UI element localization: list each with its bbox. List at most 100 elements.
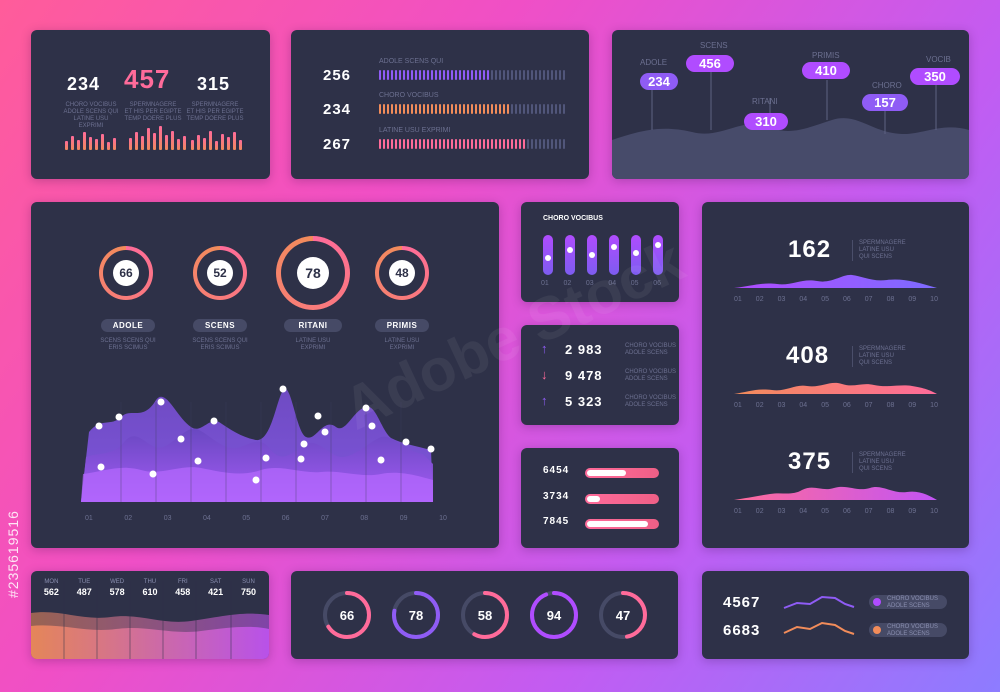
- segment: [399, 139, 401, 149]
- segment: [563, 139, 565, 149]
- slider[interactable]: [565, 235, 575, 275]
- segment: [519, 139, 521, 149]
- x-axis-ticks: 01 02 03 04 05 06 07 08 09 10: [85, 515, 447, 522]
- segment: [511, 139, 513, 149]
- tick-label: 04: [799, 296, 808, 303]
- segment-bar: [379, 70, 565, 80]
- segment: [519, 70, 521, 80]
- gauge-value: 66: [113, 260, 139, 286]
- segment: [411, 139, 413, 149]
- segment: [531, 70, 533, 80]
- change-arrow: ↑: [541, 341, 548, 356]
- segment: [387, 139, 389, 149]
- wave-ticks: 01 02 03 04 05 06 07 08 09 10: [734, 508, 938, 515]
- segment: [483, 104, 485, 114]
- segment: [559, 70, 561, 80]
- change-desc: CHORO VOCIBUS ADOLE SCENS: [625, 343, 677, 356]
- gauge-value: 48: [389, 260, 415, 286]
- tick-label: 02: [124, 515, 133, 522]
- segment: [563, 70, 565, 80]
- slider-handle[interactable]: [611, 243, 617, 250]
- slider-handle[interactable]: [545, 255, 551, 262]
- change-arrow: ↓: [541, 367, 548, 382]
- slider[interactable]: [587, 235, 597, 275]
- row-label: CHORO VOCIBUS: [379, 92, 439, 99]
- segment: [491, 104, 493, 114]
- slider-handle[interactable]: [567, 246, 573, 253]
- sliders-panel: CHORO VOCIBUS 01 02 03 04 05 06: [521, 202, 679, 302]
- gauge-value: 52: [207, 260, 233, 286]
- week-day: THU 610: [142, 579, 157, 597]
- peak-label: CHORO: [872, 81, 902, 90]
- tick-label: 05: [821, 402, 829, 409]
- progress-value: 3734: [543, 491, 570, 502]
- slider-handle[interactable]: [589, 252, 595, 258]
- segment: [383, 104, 385, 114]
- slider-handle[interactable]: [633, 250, 639, 257]
- segment: [459, 70, 461, 80]
- segment: [467, 104, 469, 114]
- donut-value: 78: [409, 608, 423, 623]
- slider[interactable]: [609, 235, 619, 275]
- segment: [391, 139, 393, 149]
- slider[interactable]: [543, 235, 553, 275]
- segment: [531, 104, 533, 114]
- segment: [499, 70, 501, 80]
- segment: [543, 139, 545, 149]
- gauge: 48: [375, 246, 429, 300]
- legend-value: 6683: [723, 622, 761, 639]
- tick-label: 03: [777, 296, 786, 303]
- tick-label: 07: [321, 515, 329, 522]
- segment-bars-panel: 256 234 267 ADOLE SCENS QUI CHORO VOCIBU…: [291, 30, 589, 179]
- day-value: 578: [109, 587, 125, 597]
- donut-value: 58: [478, 608, 492, 623]
- wave-ticks: 01 02 03 04 05 06 07 08 09 10: [734, 402, 938, 409]
- segment: [463, 139, 465, 149]
- slider-handle[interactable]: [655, 241, 661, 248]
- gauge-value: 78: [297, 257, 329, 289]
- segment: [435, 139, 437, 149]
- segment: [451, 70, 453, 80]
- tick-label: 03: [163, 515, 172, 522]
- segment: [407, 139, 409, 149]
- stats-panel: 234 457 315 CHORO VOCIBUS ADOLE SCENS QUI…: [31, 30, 270, 179]
- segment: [511, 70, 513, 80]
- segment: [547, 70, 549, 80]
- segment: [439, 70, 441, 80]
- tick-label: 08: [886, 508, 895, 515]
- peak-label: PRIMIS: [812, 51, 840, 60]
- segment: [471, 139, 473, 149]
- tick-label: 04: [799, 402, 808, 409]
- change-value: 9 478: [565, 368, 603, 383]
- slider[interactable]: [653, 235, 663, 275]
- week-day: FRI 458: [175, 579, 190, 597]
- tick-label: 01: [541, 280, 549, 287]
- segment: [539, 139, 541, 149]
- segment: [491, 70, 493, 80]
- week-day: MON 562: [44, 579, 59, 597]
- legend-dot: [873, 598, 881, 606]
- segment: [447, 104, 449, 114]
- segment: [463, 104, 465, 114]
- segment: [407, 70, 409, 80]
- row-value: 267: [323, 136, 352, 153]
- tick-label: 08: [886, 296, 895, 303]
- segment: [439, 139, 441, 149]
- segment: [427, 104, 429, 114]
- segment: [531, 139, 533, 149]
- slider-ticks: 01 02 03 04 05 06: [541, 280, 661, 287]
- segment: [527, 104, 529, 114]
- gauge: 52: [193, 246, 247, 300]
- segment: [499, 139, 501, 149]
- peak-pill: 157: [862, 94, 908, 111]
- day-label: FRI: [177, 579, 188, 585]
- segment: [415, 70, 417, 80]
- slider-group: [541, 235, 663, 280]
- segment: [399, 104, 401, 114]
- stat-value: 234: [67, 74, 101, 94]
- day-value: 562: [43, 587, 59, 597]
- donut-arc: [461, 591, 509, 639]
- slider[interactable]: [631, 235, 641, 275]
- week-day: SAT 421: [208, 579, 223, 597]
- day-value: 458: [175, 587, 191, 597]
